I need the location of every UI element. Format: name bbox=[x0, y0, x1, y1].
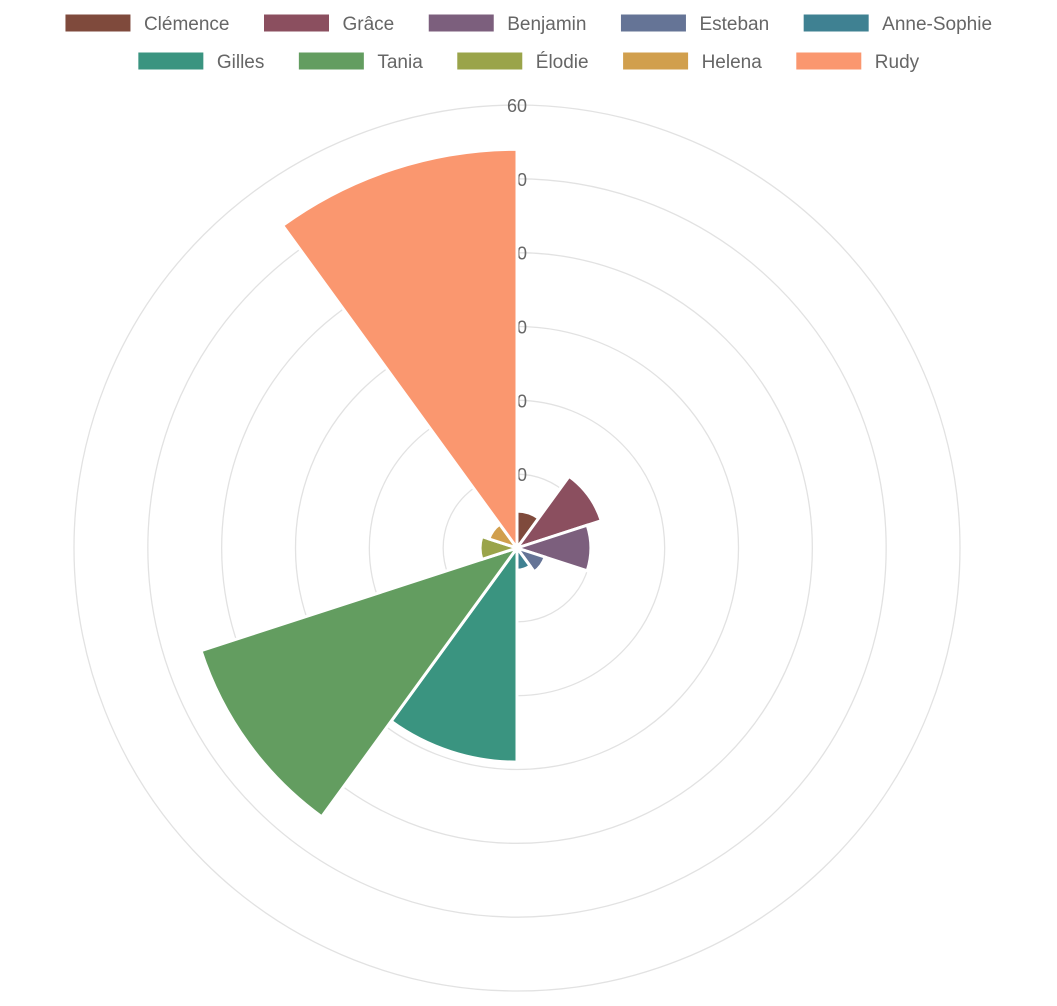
legend-swatch bbox=[427, 13, 495, 33]
legend-label: Helena bbox=[702, 52, 763, 73]
slice-tania[interactable] bbox=[199, 545, 521, 819]
grid-circle-60 bbox=[73, 104, 961, 992]
legend-swatch bbox=[137, 51, 205, 71]
legend-item-helena[interactable]: Helena bbox=[622, 51, 763, 73]
slice-benjamin[interactable] bbox=[512, 523, 593, 573]
legend-label: Gilles bbox=[217, 52, 265, 73]
legend-item-rudy[interactable]: Rudy bbox=[795, 51, 920, 73]
slice-grâce[interactable] bbox=[513, 474, 604, 551]
legend-swatch bbox=[802, 13, 870, 33]
legend-label: Anne-Sophie bbox=[882, 14, 992, 35]
legend-item-élodie[interactable]: Élodie bbox=[456, 51, 589, 73]
legend: Clémence Grâce Benjamin Esteban Anne-Sophie G… bbox=[64, 13, 992, 73]
slice-gilles[interactable] bbox=[389, 543, 519, 764]
legend-swatch bbox=[263, 13, 331, 33]
legend-swatch bbox=[795, 51, 863, 71]
slice-élodie[interactable] bbox=[478, 534, 522, 562]
legend-label: Clémence bbox=[144, 14, 230, 35]
legend-label: Élodie bbox=[536, 52, 589, 73]
legend-item-gilles[interactable]: Gilles bbox=[137, 51, 265, 73]
slice-rudy[interactable] bbox=[280, 147, 519, 553]
legend-swatch bbox=[64, 13, 132, 33]
legend-swatch bbox=[622, 51, 690, 71]
legend-item-anne-sophie[interactable]: Anne-Sophie bbox=[802, 13, 992, 35]
legend-swatch bbox=[619, 13, 687, 33]
legend-item-tania[interactable]: Tania bbox=[297, 51, 423, 73]
legend-label: Tania bbox=[377, 52, 423, 73]
slice-esteban[interactable] bbox=[513, 545, 547, 574]
legend-label: Rudy bbox=[875, 52, 920, 73]
legend-item-benjamin[interactable]: Benjamin bbox=[427, 13, 586, 35]
r-tick-label: 60 bbox=[507, 96, 527, 116]
legend-swatch bbox=[297, 51, 365, 71]
slices bbox=[199, 147, 604, 819]
legend-swatch bbox=[456, 51, 524, 71]
legend-label: Benjamin bbox=[507, 14, 586, 35]
legend-item-grâce[interactable]: Grâce bbox=[263, 13, 395, 35]
legend-label: Esteban bbox=[699, 14, 769, 35]
legend-label: Grâce bbox=[343, 14, 395, 35]
legend-item-esteban[interactable]: Esteban bbox=[619, 13, 769, 35]
legend-item-clémence[interactable]: Clémence bbox=[64, 13, 230, 35]
r-tick-60: 60 bbox=[507, 96, 527, 116]
